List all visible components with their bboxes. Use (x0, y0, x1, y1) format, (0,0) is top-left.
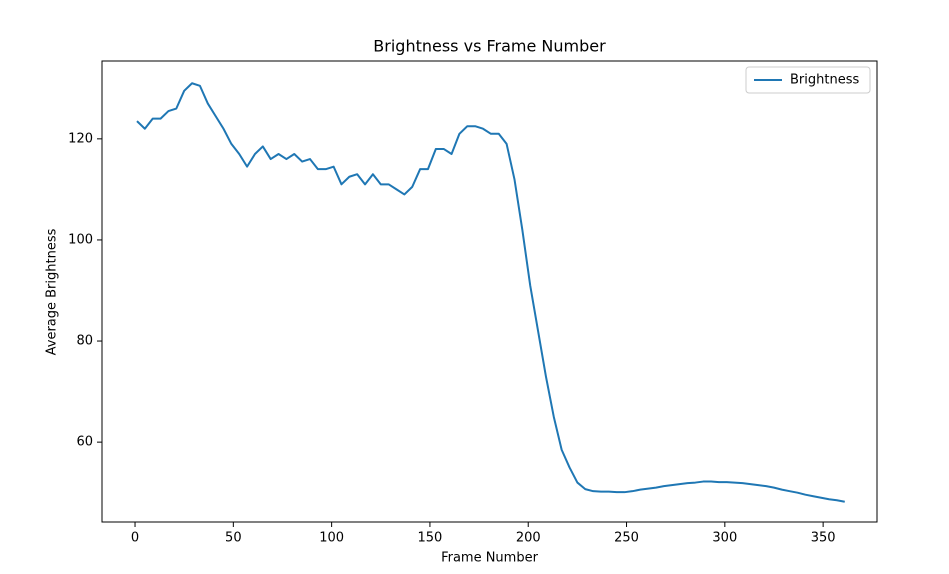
x-tick-label: 100 (319, 531, 344, 546)
x-tick-label: 250 (614, 531, 639, 546)
x-tick-label: 350 (811, 531, 836, 546)
plot-frame (101, 60, 878, 523)
x-tick-label: 0 (131, 531, 139, 546)
data-line (136, 82, 845, 503)
legend-label: Brightness (790, 73, 859, 88)
y-tick-label: 60 (76, 435, 93, 450)
x-axis-label: Frame Number (441, 551, 539, 566)
y-axis-label: Average Brightness (45, 228, 60, 355)
x-tick-label: 150 (418, 531, 443, 546)
y-tick-label: 100 (68, 232, 93, 247)
x-tick-label: 200 (516, 531, 541, 546)
y-tick-label: 120 (68, 131, 93, 146)
x-tick-label: 50 (225, 531, 242, 546)
legend-box (745, 66, 871, 94)
x-tick-label: 300 (712, 531, 737, 546)
y-tick-label: 80 (76, 334, 93, 349)
chart-title: Brightness vs Frame Number (373, 37, 606, 56)
